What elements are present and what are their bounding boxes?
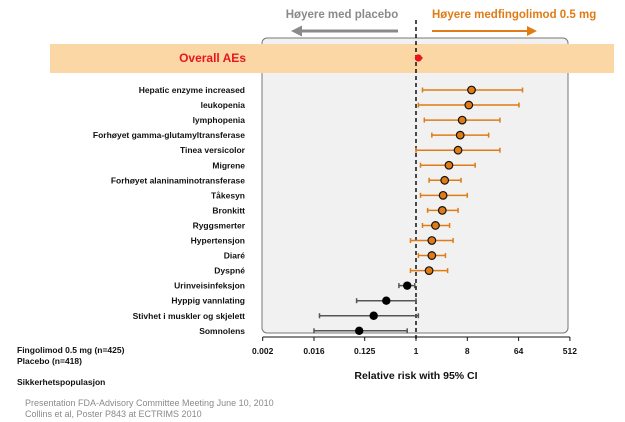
row-label: Urinveisinfeksjon xyxy=(174,281,245,291)
source-line-2: Collins et al, Poster P843 at ECTRIMS 20… xyxy=(25,409,202,419)
x-tick-label: 1 xyxy=(414,346,419,356)
overall-label: Overall AEs xyxy=(179,51,246,65)
row-point xyxy=(440,175,450,185)
x-tick-label: 0.016 xyxy=(303,346,325,356)
row-label: Diaré xyxy=(224,251,246,261)
x-tick-label: 0.002 xyxy=(252,346,274,356)
row-label: Ryggsmerter xyxy=(193,220,246,230)
row-point xyxy=(438,190,448,200)
left-header: Høyere med placebo xyxy=(286,9,398,21)
left-arrow-head xyxy=(291,25,302,37)
population-note: Sikkerhetspopulasjon xyxy=(17,377,106,387)
row-point xyxy=(369,311,378,320)
row-point xyxy=(424,266,434,276)
overall-point xyxy=(414,54,422,62)
row-label: Hypertensjon xyxy=(191,236,245,246)
x-tick-label: 0.125 xyxy=(354,346,376,356)
row-point xyxy=(444,160,454,170)
row-label: Tinea versicolor xyxy=(180,145,246,155)
row-point xyxy=(427,236,437,245)
row-point xyxy=(431,221,440,230)
overall-band xyxy=(50,44,614,73)
row-point xyxy=(382,296,391,305)
row-label: Forhøyet alaninaminotransferase xyxy=(111,175,245,185)
row-label: leukopenia xyxy=(201,100,246,110)
row-label: lymphopenia xyxy=(193,115,246,125)
row-label: Tåkesyn xyxy=(211,190,245,200)
x-tick-label: 8 xyxy=(465,346,470,356)
row-point xyxy=(453,145,463,155)
source-line-1: Presentation FDA-Advisory Committee Meet… xyxy=(25,398,274,408)
placebo-n-note: Placebo (n=418) xyxy=(17,356,82,366)
row-point xyxy=(464,100,474,110)
row-point xyxy=(457,115,467,125)
row-label: Hepatic enzyme increased xyxy=(139,85,245,95)
row-label: Forhøyet gamma-glutamyltransferase xyxy=(93,130,245,140)
row-label: Migrene xyxy=(212,160,245,170)
row-label: Somnolens xyxy=(199,326,245,336)
fingolimod-n-note: Fingolimod 0.5 mg (n=425) xyxy=(17,345,125,355)
row-point xyxy=(427,251,437,260)
x-tick-label: 64 xyxy=(514,346,524,356)
row-label: Hyppig vannlating xyxy=(171,296,245,306)
row-point xyxy=(467,85,476,95)
row-label: Stivhet i muskler og skjelett xyxy=(133,311,246,321)
plot-panel xyxy=(261,37,569,334)
row-point xyxy=(403,281,412,290)
x-tick-label: 512 xyxy=(563,346,577,356)
row-point xyxy=(437,205,447,215)
row-label: Bronkitt xyxy=(212,205,245,215)
right-header: Høyere medfingolimod 0.5 mg xyxy=(432,9,596,21)
row-label: Dyspné xyxy=(214,266,245,276)
row-point xyxy=(354,326,364,335)
row-point xyxy=(455,130,465,140)
right-arrow-head xyxy=(527,26,537,36)
x-axis-title: Relative risk with 95% CI xyxy=(354,370,477,382)
